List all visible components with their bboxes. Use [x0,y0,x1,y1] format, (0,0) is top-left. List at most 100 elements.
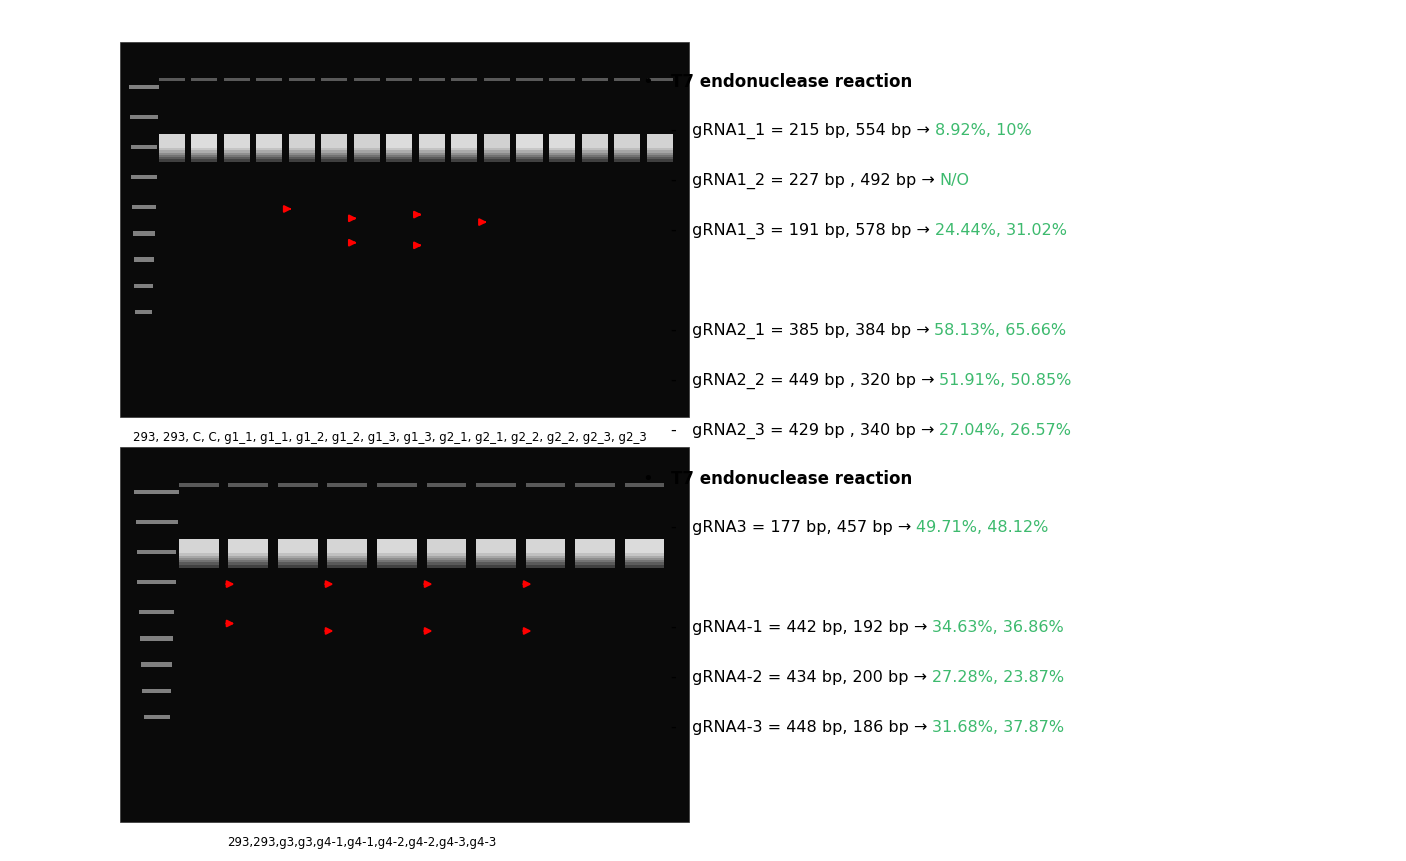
Bar [575,556,614,559]
Bar [548,153,575,157]
Bar [526,540,565,554]
Bar [526,565,565,568]
Text: 27.04%, 26.57%: 27.04%, 26.57% [939,423,1071,437]
Bar [377,558,416,561]
Bar [278,565,318,568]
Bar [139,636,173,641]
Bar [451,158,478,161]
Bar [256,78,283,83]
Bar [647,149,672,152]
Bar [328,563,367,566]
Bar [131,115,157,121]
Bar [224,149,250,152]
Bar [582,153,607,157]
Bar [387,152,412,154]
Bar [419,78,444,83]
Bar [426,563,467,566]
Bar [477,563,516,566]
Text: -   gRNA2_1 = 385 bp, 384 bp →: - gRNA2_1 = 385 bp, 384 bp → [671,323,935,339]
Bar [354,149,380,152]
Bar [575,554,614,557]
Bar [354,78,380,83]
Bar [141,663,172,667]
Bar [387,78,412,83]
Bar [228,561,269,563]
Bar [328,565,367,568]
Bar [377,483,416,487]
Bar [228,565,269,568]
Bar [614,78,640,83]
Text: 24.44%, 31.02%: 24.44%, 31.02% [935,223,1067,238]
Bar [256,149,283,152]
Bar [624,540,664,554]
Bar [354,135,380,150]
Text: 51.91%, 50.85%: 51.91%, 50.85% [939,373,1071,387]
Bar [451,149,478,152]
Bar [143,715,170,720]
Bar [387,149,412,152]
Text: 31.68%, 37.87%: 31.68%, 37.87% [932,719,1064,734]
Bar [354,153,380,157]
Bar [328,483,367,487]
Bar [575,561,614,563]
Bar [614,160,640,164]
Bar [484,158,510,161]
Bar [526,563,565,566]
Bar [426,558,467,561]
Bar [321,153,347,157]
Bar [484,78,510,83]
Bar [575,565,614,568]
Bar [484,156,510,158]
Bar [191,135,217,150]
Bar [288,149,315,152]
Bar [159,160,184,164]
Bar [575,483,614,487]
Bar [624,565,664,568]
Text: T7 endonuclease reaction: T7 endonuclease reaction [671,73,912,91]
Bar [278,561,318,563]
Bar [256,156,283,158]
Bar [159,135,184,150]
Bar [419,158,444,161]
Bar [526,561,565,563]
Bar [614,149,640,152]
Bar [624,558,664,561]
Bar [278,483,318,487]
Bar [132,232,155,236]
Bar [278,540,318,554]
Bar [179,556,218,559]
Bar [377,565,416,568]
Bar [224,78,250,83]
Bar [191,158,217,161]
Bar [477,554,516,557]
Bar [516,152,543,154]
Bar [484,152,510,154]
Text: 49.71%, 48.12%: 49.71%, 48.12% [917,519,1049,534]
Bar [575,558,614,561]
Bar [179,483,218,487]
Text: •: • [643,73,654,91]
Bar [451,160,478,164]
Bar [548,152,575,154]
Bar [278,558,318,561]
Bar [159,78,184,83]
Bar [516,149,543,152]
Bar [582,158,607,161]
Bar [191,156,217,158]
Bar [387,156,412,158]
Bar [377,561,416,563]
Bar [426,556,467,559]
Bar [377,554,416,557]
Bar [321,156,347,158]
Bar [426,565,467,568]
Bar [179,565,218,568]
Bar [179,540,218,554]
Bar [526,558,565,561]
Text: -   gRNA1_3 = 191 bp, 578 bp →: - gRNA1_3 = 191 bp, 578 bp → [671,223,935,239]
Text: 58.13%, 65.66%: 58.13%, 65.66% [935,323,1067,338]
Text: -   gRNA2_3 = 429 bp , 340 bp →: - gRNA2_3 = 429 bp , 340 bp → [671,423,939,439]
Text: -   gRNA4-1 = 442 bp, 192 bp →: - gRNA4-1 = 442 bp, 192 bp → [671,619,932,634]
Text: -   gRNA1_1 = 215 bp, 554 bp →: - gRNA1_1 = 215 bp, 554 bp → [671,123,935,139]
Bar [354,160,380,164]
Bar [582,152,607,154]
